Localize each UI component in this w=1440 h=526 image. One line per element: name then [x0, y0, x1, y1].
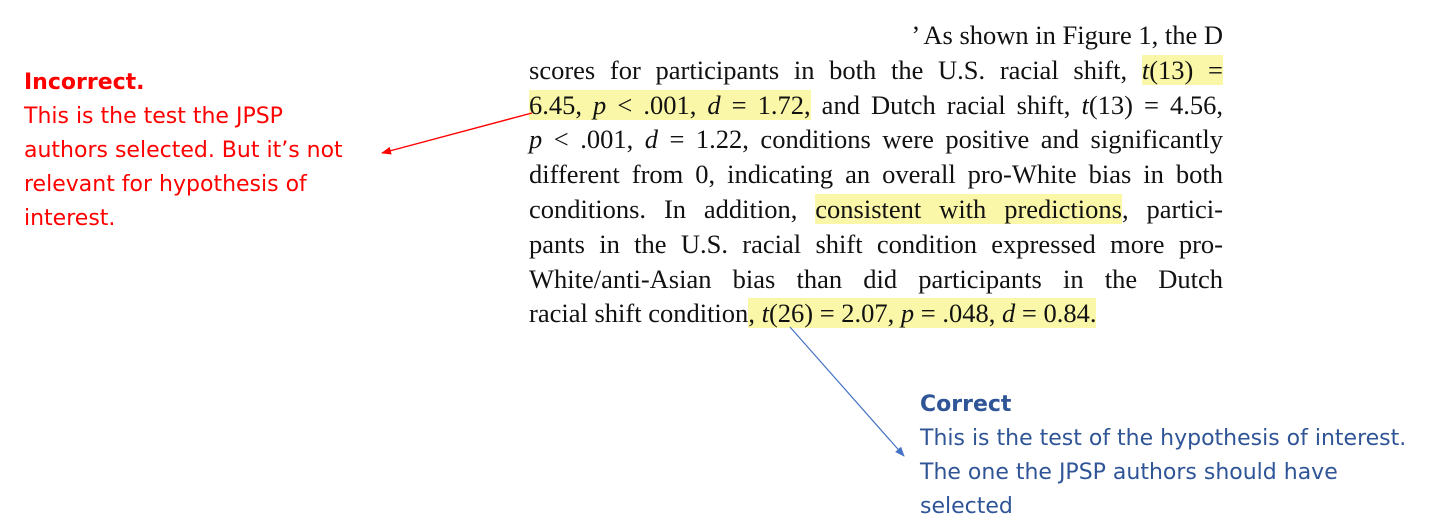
excerpt-line: racial shift condition, t(26) = 2.07, p … — [529, 298, 1097, 329]
excerpt-line: 6.45, p < .001, d = 1.72, and Dutch raci… — [529, 89, 1223, 120]
highlight-incorrect-test: 6.45, p < .001, d = 1.72, — [529, 89, 811, 120]
annotation-incorrect-title: Incorrect. — [24, 70, 145, 95]
excerpt-line: pants in the U.S. racial shift condition… — [529, 228, 1223, 259]
annotation-incorrect-line: relevant for hypothesis of — [24, 172, 307, 197]
annotation-incorrect-line: interest. — [24, 206, 116, 231]
excerpt-line: scores for participants in both the U.S.… — [529, 54, 1223, 85]
annotation-correct-title: Correct — [920, 392, 1012, 417]
annotation-correct-line: The one the JPSP authors should have — [920, 460, 1338, 485]
excerpt-line: different from 0, indicating an overall … — [529, 159, 1223, 190]
arrow-to-incorrect-note — [381, 112, 533, 155]
excerpt-line: ’ As shown in Figure 1, the D — [911, 20, 1223, 50]
annotation-correct-line: This is the test of the hypothesis of in… — [920, 426, 1407, 451]
annotation-incorrect-line: This is the test the JPSP — [24, 104, 283, 129]
annotation-correct: Correct This is the test of the hypothes… — [920, 388, 1440, 524]
annotation-incorrect-line: authors selected. But it’s not — [24, 138, 343, 163]
excerpt-line: conditions. In addition, consistent with… — [529, 193, 1223, 224]
excerpt-line: p < .001, d = 1.22, conditions were posi… — [529, 124, 1223, 155]
annotation-incorrect: Incorrect. This is the test the JPSP aut… — [24, 66, 404, 236]
highlight-incorrect-test: t(13) = — [1141, 54, 1223, 85]
highlight-prediction: consistent with predictions — [815, 193, 1122, 224]
paper-excerpt: ’ As shown in Figure 1, the D scores for… — [529, 18, 1223, 331]
annotation-correct-line: selected — [920, 494, 1013, 519]
excerpt-line: White/anti-Asian bias than did participa… — [529, 263, 1223, 294]
arrow-to-correct-note — [789, 326, 905, 457]
highlight-correct-test: , t(26) = 2.07, p = .048, d = 0.84. — [748, 298, 1097, 329]
